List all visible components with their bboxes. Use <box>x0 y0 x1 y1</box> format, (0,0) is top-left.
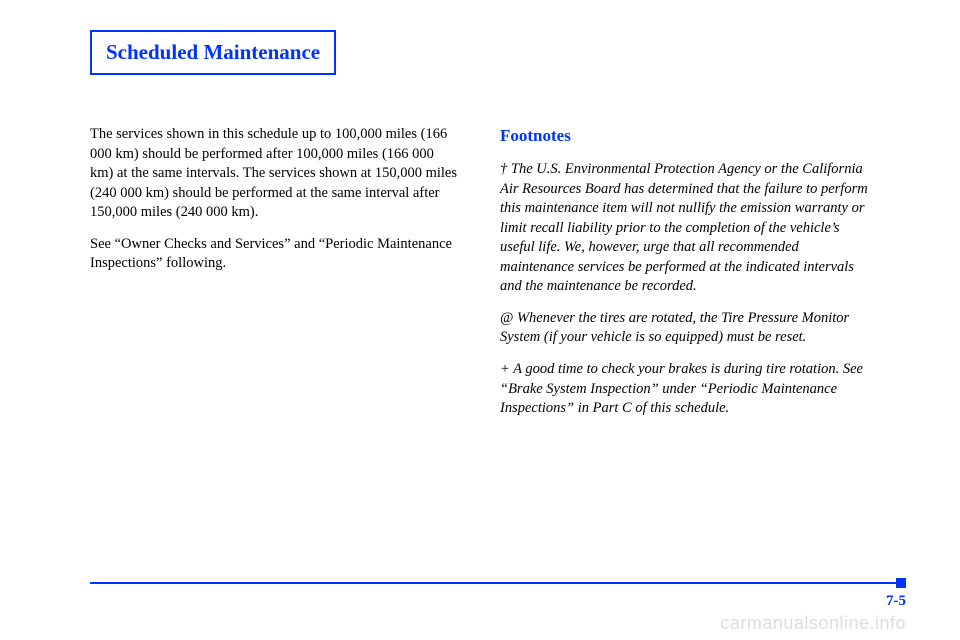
footnote-2: @ Whenever the tires are rotated, the Ti… <box>500 309 870 348</box>
left-paragraph-2: See “Owner Checks and Services” and “Per… <box>90 235 460 274</box>
footer-rule <box>90 582 906 584</box>
footnote-3: + A good time to check your brakes is du… <box>500 360 870 419</box>
right-column: Footnotes † The U.S. Environmental Prote… <box>500 125 870 431</box>
page-number: 7-5 <box>886 593 906 610</box>
left-column: The services shown in this schedule up t… <box>90 125 460 431</box>
section-title-box: Scheduled Maintenance <box>90 30 336 75</box>
watermark: carmanualsonline.info <box>720 613 906 634</box>
content-columns: The services shown in this schedule up t… <box>90 125 870 431</box>
footnotes-heading: Footnotes <box>500 125 870 148</box>
page: Scheduled Maintenance The services shown… <box>0 0 960 640</box>
section-title: Scheduled Maintenance <box>106 40 320 64</box>
left-paragraph-1: The services shown in this schedule up t… <box>90 125 460 223</box>
footnote-1: † The U.S. Environmental Protection Agen… <box>500 160 870 297</box>
